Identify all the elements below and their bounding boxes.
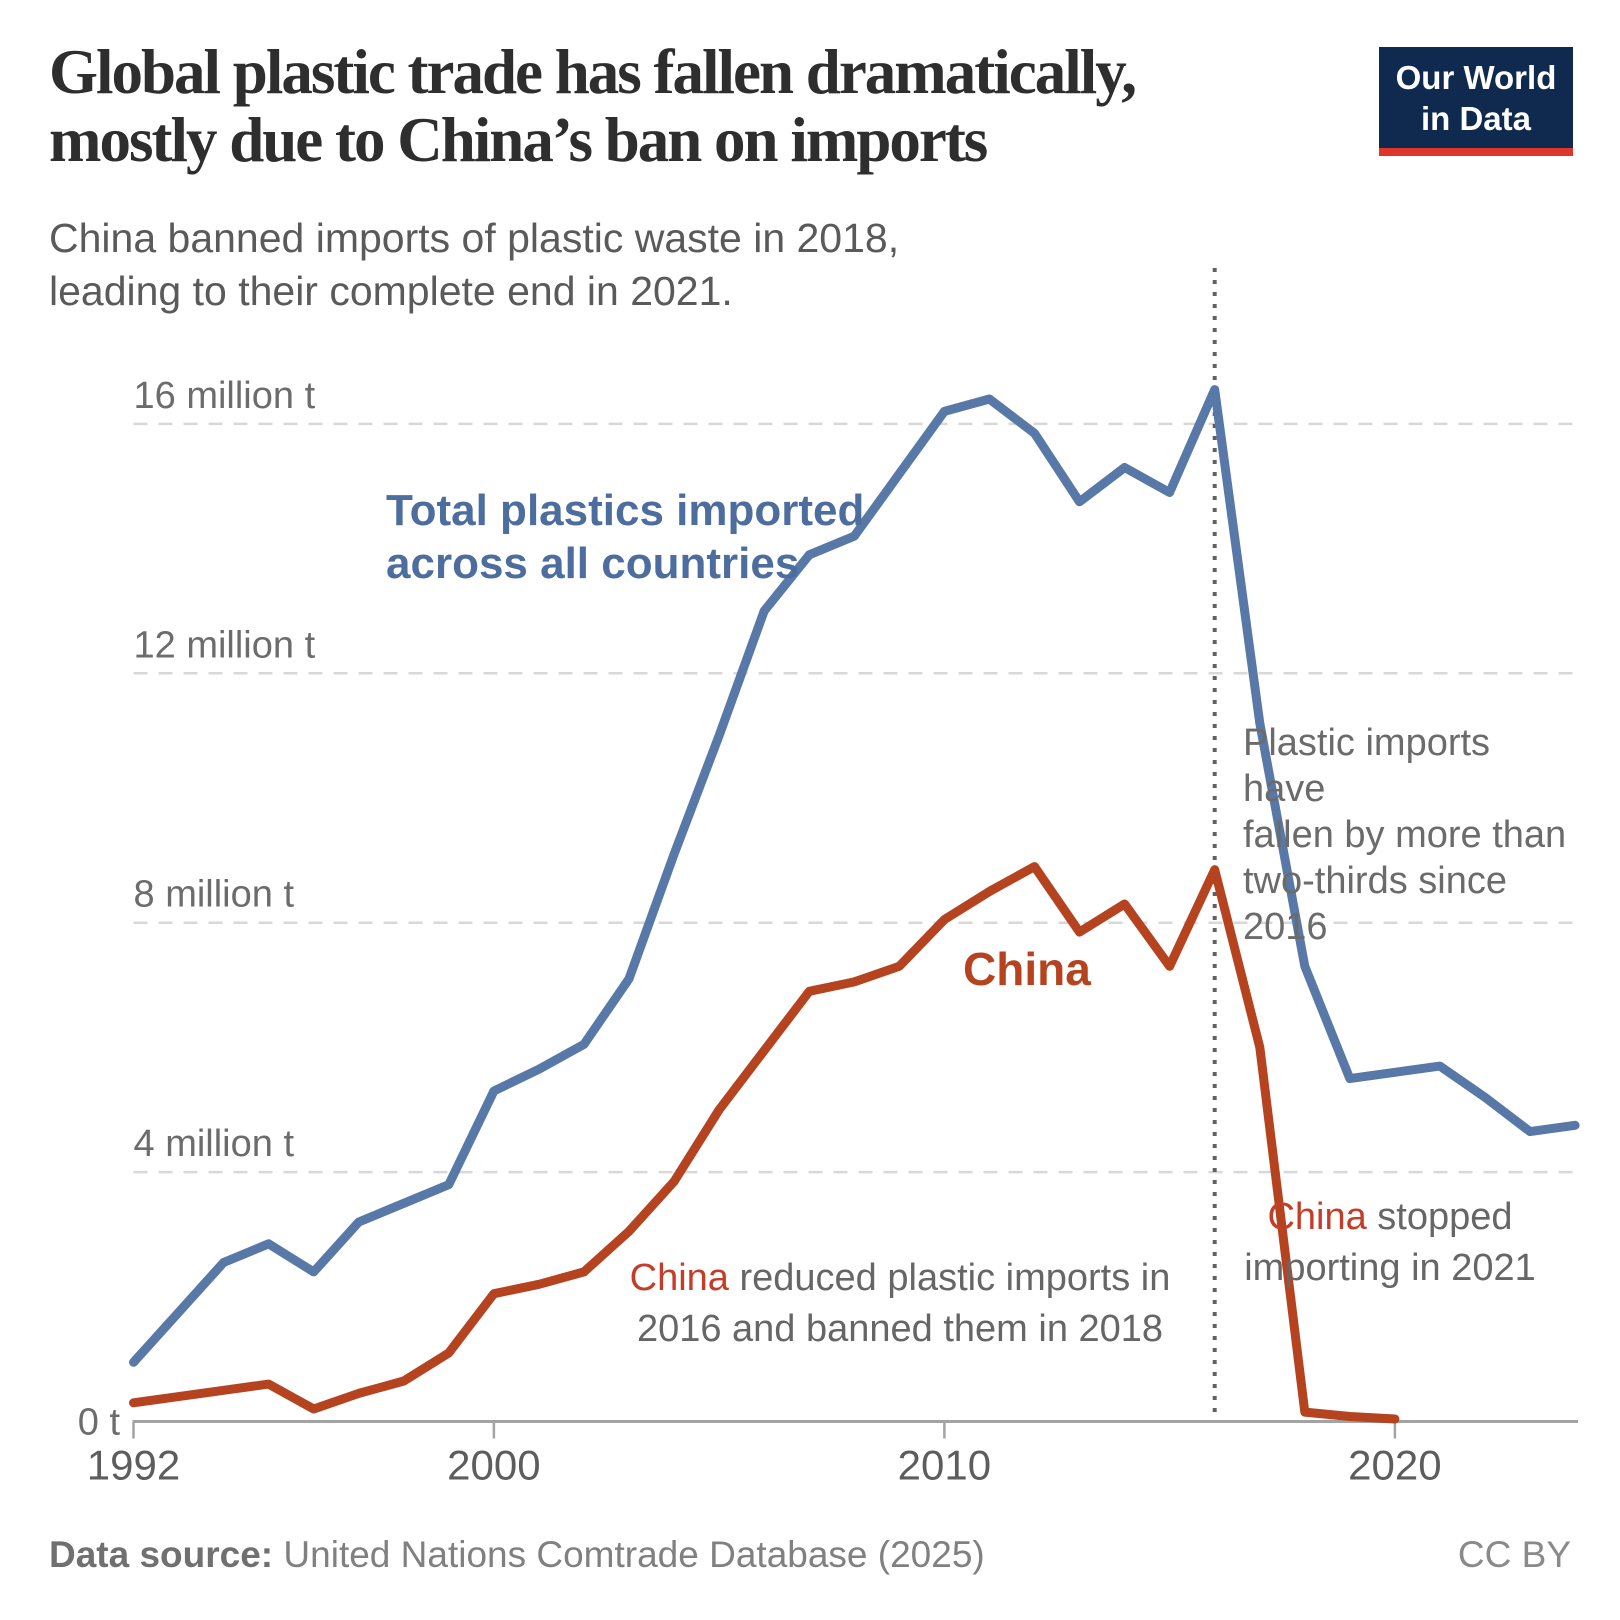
title-line-2: mostly due to China’s ban on imports (49, 105, 988, 175)
annotation-china-ban: China reduced plastic imports in 2016 an… (560, 1253, 1240, 1355)
total-series-label: Total plastics imported across all count… (386, 484, 864, 590)
annotation-china-ban-red-word: China (629, 1257, 729, 1299)
annotation-imports-fallen-line-3: two-thirds since 2016 (1243, 860, 1507, 948)
total-series-label-line-2: across all countries (386, 539, 800, 588)
x-tick-label-1992: 1992 (87, 1442, 180, 1489)
y-tick-label-12: 12 million t (134, 624, 316, 666)
china-series-label: China (963, 943, 1091, 995)
data-source-text: United Nations Comtrade Database (2025) (273, 1534, 985, 1575)
page-title: Global plastic trade has fallen dramatic… (49, 38, 1369, 174)
total-series-label-line-1: Total plastics imported (386, 486, 865, 535)
annotation-imports-fallen: Plastic imports have fallen by more than… (1243, 720, 1573, 950)
annotation-china-stopped: China stopped importing in 2021 (1235, 1192, 1545, 1294)
total-imports-line (129, 385, 1580, 1367)
x-tick-label-2020: 2020 (1348, 1442, 1441, 1489)
y-tick-label-0: 0 t (78, 1402, 121, 1444)
annotation-china-stopped-line-1: China stopped (1235, 1192, 1545, 1243)
annotation-china-ban-line-2: 2016 and banned them in 2018 (636, 1308, 1164, 1350)
owid-logo[interactable]: Our World in Data (1379, 47, 1573, 156)
owid-logo-red-strip (1379, 148, 1573, 156)
footer: Data source: United Nations Comtrade Dat… (49, 1534, 1571, 1576)
owid-logo-line-1: Our World (1395, 59, 1557, 96)
owid-logo-line-2: in Data (1420, 100, 1532, 137)
subtitle-line-1: China banned imports of plastic waste in… (49, 215, 900, 261)
annotation-china-ban-line-1: China reduced plastic imports in (560, 1253, 1240, 1304)
annotation-imports-fallen-line-2: fallen by more than (1243, 814, 1567, 856)
x-tick-label-2000: 2000 (447, 1442, 540, 1489)
annotation-china-stopped-red-word: China (1267, 1196, 1367, 1238)
owid-logo-box: Our World in Data (1379, 47, 1573, 148)
y-tick-label-4: 4 million t (134, 1123, 295, 1165)
y-tick-label-8: 8 million t (134, 874, 295, 916)
data-source-label: Data source: (49, 1534, 274, 1575)
y-tick-label-16: 16 million t (134, 375, 316, 417)
annotation-china-stopped-line-2: importing in 2021 (1244, 1247, 1536, 1289)
china-imports-line (129, 862, 1400, 1424)
annotation-imports-fallen-line-1: Plastic imports have (1243, 722, 1491, 810)
x-tick-label-2010: 2010 (898, 1442, 991, 1489)
chart-subtitle: China banned imports of plastic waste in… (49, 212, 1149, 318)
annotation-china-stopped-rest: stopped (1366, 1196, 1513, 1238)
subtitle-line-2: leading to their complete end in 2021. (49, 268, 733, 314)
annotation-china-ban-rest: reduced plastic imports in (728, 1257, 1171, 1299)
license-cc-by[interactable]: CC BY (1457, 1534, 1571, 1575)
title-line-1: Global plastic trade has fallen dramatic… (49, 37, 1137, 107)
